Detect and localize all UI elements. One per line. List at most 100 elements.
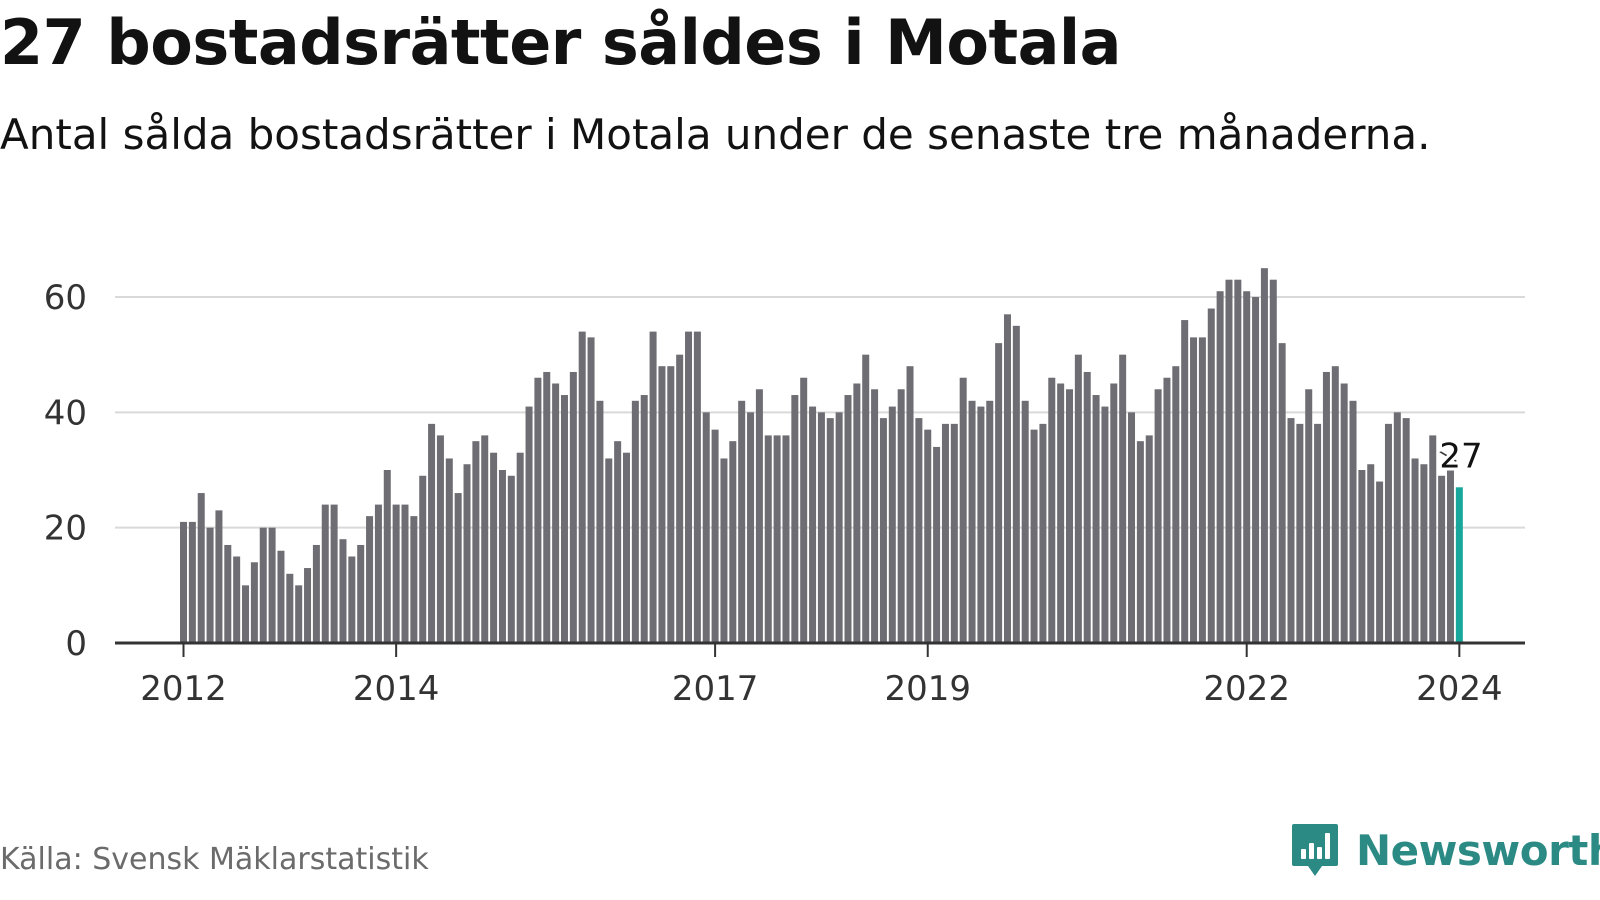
x-tick-label: 2017: [672, 669, 759, 709]
bar: [924, 429, 932, 643]
bar: [392, 504, 400, 643]
bar: [1429, 435, 1437, 643]
bar: [552, 383, 560, 643]
bar: [321, 504, 329, 643]
bar: [1048, 377, 1056, 643]
bar: [1393, 412, 1401, 643]
bar: [649, 331, 657, 643]
bar: [773, 435, 781, 643]
bar: [1057, 383, 1065, 643]
bar: [1145, 435, 1153, 643]
bar: [1438, 475, 1446, 643]
bar: [295, 585, 303, 643]
bar: [596, 400, 604, 643]
bar: [1074, 354, 1082, 643]
bar: [330, 504, 338, 643]
bar: [1163, 377, 1171, 643]
bar: [1260, 268, 1268, 643]
bar: [507, 475, 515, 643]
bar: [817, 412, 825, 643]
bar: [286, 573, 294, 643]
bar: [1101, 406, 1109, 643]
bar: [1234, 279, 1242, 643]
bar: [1083, 371, 1091, 643]
bar: [986, 400, 994, 643]
bar: [560, 395, 568, 643]
x-tick-label: 2022: [1203, 669, 1290, 709]
bar: [312, 544, 320, 643]
bar: [180, 521, 187, 643]
bar: [1225, 279, 1233, 643]
bar: [747, 412, 755, 643]
bar: [1198, 337, 1206, 643]
highlight-bar: [1455, 487, 1463, 643]
bar: [1252, 297, 1260, 643]
bar: [224, 544, 232, 643]
bar: [578, 331, 586, 643]
bar: [888, 406, 896, 643]
bar: [366, 516, 374, 643]
bar: [897, 389, 905, 643]
bar: [454, 493, 462, 643]
bar: [879, 418, 887, 643]
bar: [1207, 308, 1215, 643]
bar: [436, 435, 444, 643]
bar: [1039, 423, 1047, 643]
bar: [534, 377, 542, 643]
bar: [853, 383, 861, 643]
y-tick-label: 40: [44, 393, 87, 433]
bar: [1420, 464, 1428, 643]
bar: [959, 377, 967, 643]
bar: [1314, 423, 1322, 643]
brand-name: Newsworthy: [1356, 825, 1600, 875]
bar: [702, 412, 710, 643]
bar: [463, 464, 471, 643]
bar: [1243, 291, 1251, 643]
bar: [685, 331, 693, 643]
bar: [995, 343, 1003, 643]
bar: [729, 441, 737, 643]
bar: [1278, 343, 1286, 643]
bar: [1340, 383, 1348, 643]
bar: [1376, 481, 1384, 643]
bar: [755, 389, 763, 643]
bar: [941, 423, 949, 643]
bar: [242, 585, 250, 643]
bar: [543, 371, 551, 643]
bar: [711, 429, 719, 643]
bar: [1331, 366, 1339, 643]
newsworthy-logo-icon: [1292, 824, 1338, 876]
bar: [1181, 320, 1189, 643]
bar: [933, 446, 941, 643]
source-note: Källa: Svensk Mäklarstatistik: [0, 842, 429, 877]
bar: [259, 527, 267, 643]
bar: [1119, 354, 1127, 643]
bar: [1030, 429, 1038, 643]
bar: [233, 556, 241, 643]
bar: [498, 470, 506, 643]
bar: [472, 441, 480, 643]
brand-logo[interactable]: Newsworthy: [1290, 822, 1600, 878]
bar: [676, 354, 684, 643]
bar: [800, 377, 808, 643]
bar: [348, 556, 356, 643]
bar: [640, 395, 648, 643]
bar: [1296, 423, 1304, 643]
bar: [1066, 389, 1073, 643]
bar: [490, 452, 498, 643]
chart-title: 27 bostadsrätter såldes i Motala: [0, 6, 1122, 79]
bar: [782, 435, 790, 643]
bar: [791, 395, 799, 643]
bar: [862, 354, 870, 643]
bar: [614, 441, 622, 643]
chart-subtitle: Antal sålda bostadsrätter i Motala under…: [0, 110, 1431, 159]
bar: [906, 366, 914, 643]
bar: [1305, 389, 1313, 643]
bar: [516, 452, 524, 643]
bar: [1446, 470, 1454, 643]
bar: [1110, 383, 1118, 643]
y-tick-label: 20: [44, 509, 87, 549]
bar: [667, 366, 675, 643]
bar: [206, 527, 214, 643]
bar: [1269, 279, 1277, 643]
